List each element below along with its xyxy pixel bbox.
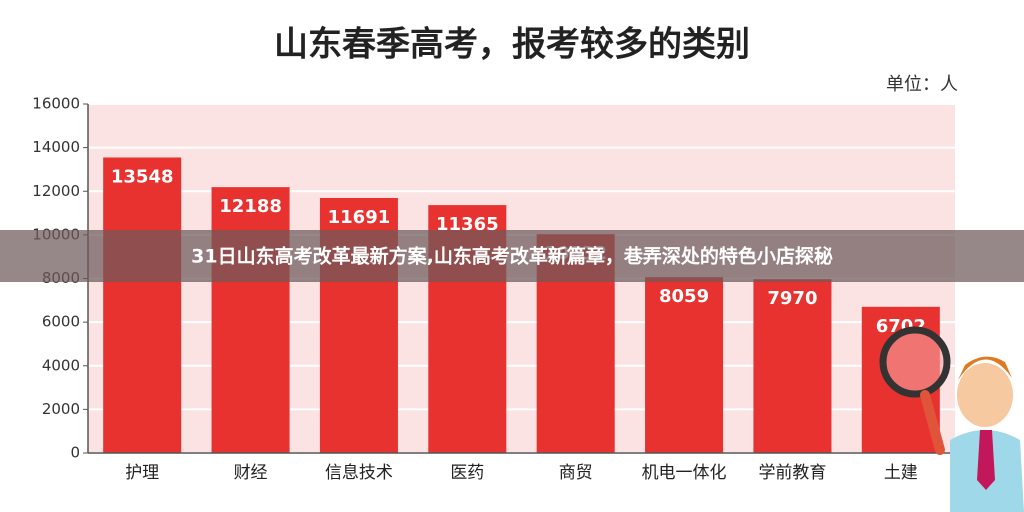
x-tick-label: 财经 [234,463,268,483]
unit-label: 单位：人 [886,74,958,95]
tie [977,430,995,490]
value-label: 7970 [767,288,817,309]
bar [645,277,724,453]
bar [103,157,182,453]
x-tick-label: 机电一体化 [642,463,727,483]
value-label: 11691 [328,207,391,228]
bar [753,279,832,453]
value-label: 11365 [436,214,499,235]
bar [211,187,290,454]
x-tick-label: 学前教育 [758,463,826,483]
x-tick-label: 医药 [450,463,484,483]
y-tick-label: 4000 [42,356,80,374]
cartoon-figure [879,326,1024,512]
hair [958,356,1012,380]
x-tick-label: 护理 [125,463,159,483]
y-tick-label: 2000 [42,400,80,418]
y-tick-label: 6000 [42,313,80,331]
y-tick-label: 16000 [32,95,80,113]
y-tick-label: 0 [70,444,80,462]
magnifier [879,326,951,398]
value-label: 8059 [659,286,709,307]
x-tick-label: 商贸 [559,463,593,483]
chart-title: 山东春季高考，报考较多的类别 [274,25,750,65]
y-tick-label: 14000 [32,138,80,156]
x-tick-label: 土建 [884,463,918,483]
banner-text: 31日山东高考改革最新方案,山东高考改革新篇章，巷弄深处的特色小店探秘 [191,245,833,268]
y-tick-label: 12000 [32,182,80,200]
banner-background [0,230,1024,282]
magnifier-handle [920,390,945,455]
value-label: 12188 [219,196,282,217]
head [957,363,1013,427]
x-tick-label: 信息技术 [325,463,393,483]
value-label: 13548 [111,166,174,187]
